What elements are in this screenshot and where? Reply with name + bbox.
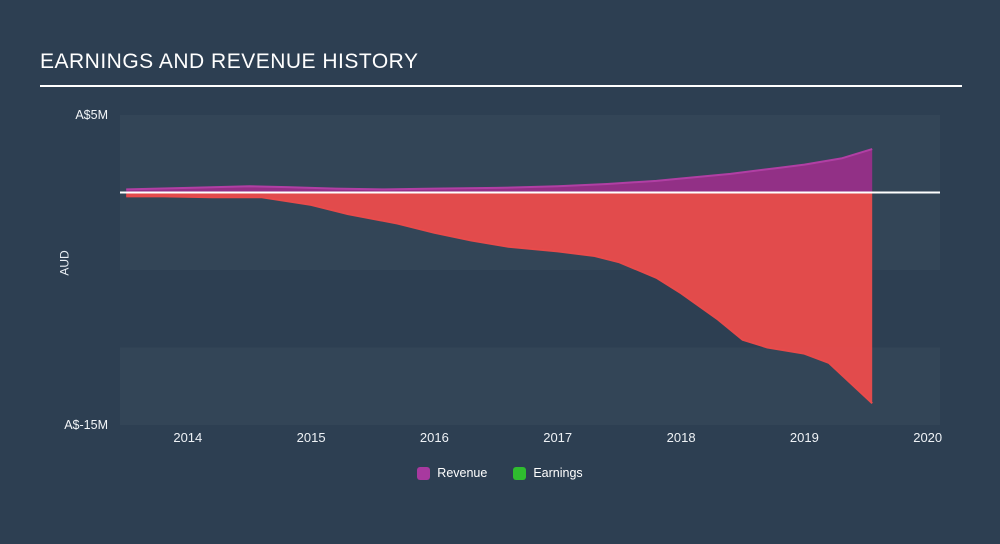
- chart-title: EARNINGS AND REVENUE HISTORY: [40, 50, 419, 73]
- y-axis-title: AUD: [57, 250, 72, 276]
- y-axis-min-label: A$-15M: [64, 418, 108, 432]
- x-tick-2019: 2019: [789, 430, 819, 445]
- x-tick-2016: 2016: [419, 430, 449, 445]
- x-tick-2020: 2020: [913, 430, 943, 445]
- x-tick-2015: 2015: [296, 430, 326, 445]
- revenue-edge: [126, 148, 873, 191]
- legend-label-earnings: Earnings: [533, 466, 583, 480]
- title-underline: [40, 85, 962, 87]
- x-tick-2018: 2018: [666, 430, 696, 445]
- legend: Revenue Earnings: [0, 466, 1000, 480]
- earnings-edge: [126, 195, 873, 405]
- earnings-swatch-icon: [513, 466, 527, 480]
- x-axis-ticks: 2014 2015 2016 2017 2018 2019 2020: [0, 430, 1000, 448]
- x-tick-2014: 2014: [173, 430, 203, 445]
- earnings-area: [126, 192, 873, 404]
- legend-item-revenue[interactable]: Revenue: [417, 466, 487, 480]
- legend-label-revenue: Revenue: [437, 466, 488, 480]
- plot-area: [120, 115, 940, 425]
- legend-item-earnings[interactable]: Earnings: [513, 466, 583, 480]
- revenue-swatch-icon: [417, 466, 431, 480]
- revenue-area: [126, 149, 873, 193]
- y-axis-max-label: A$5M: [75, 108, 108, 122]
- x-tick-2017: 2017: [543, 430, 573, 445]
